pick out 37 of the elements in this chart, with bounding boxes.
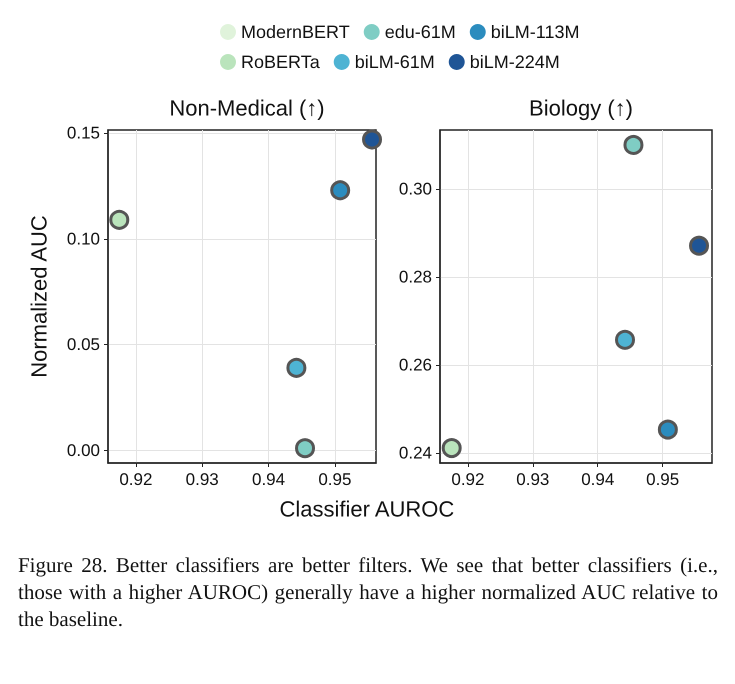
point xyxy=(689,236,710,256)
point xyxy=(362,130,382,150)
y-tick-label: 0.24 xyxy=(398,443,432,462)
caption: Figure 28. Better classifiers are better filters. We see that better classifiers (i.e., those with a higher AUROC) generally have a higher normalized AUC relative to the baseline. xyxy=(18,552,718,633)
point xyxy=(442,438,462,458)
x-tick-label: 0.95 xyxy=(646,470,680,489)
point xyxy=(615,330,636,350)
point xyxy=(286,358,306,378)
legend-label: biLM-61M xyxy=(354,52,435,72)
x-tick-label: 0.93 xyxy=(186,470,219,489)
y-tick-label: 0.00 xyxy=(66,440,100,460)
y-tick-label: 0.15 xyxy=(66,124,100,143)
x-tick-label: 0.93 xyxy=(516,470,550,489)
legend-label: RoBERTa xyxy=(241,52,321,72)
x-tick-label: 0.92 xyxy=(451,470,484,489)
point xyxy=(330,180,350,200)
x-tick-label: 0.94 xyxy=(581,470,614,489)
chart-title: Non-Medical (↑) xyxy=(169,96,325,120)
y-tick-label: 0.30 xyxy=(398,179,432,198)
point xyxy=(295,438,316,458)
y-tick-label: 0.28 xyxy=(398,267,432,286)
y-tick-label: 0.10 xyxy=(66,229,100,248)
x-tick-label: 0.94 xyxy=(252,470,286,489)
y-tick-label: 0.05 xyxy=(66,335,100,354)
legend-label: ModernBERT xyxy=(241,22,350,42)
x-tick-label: 0.95 xyxy=(318,470,352,489)
point xyxy=(623,134,644,155)
legend-label: edu-61M xyxy=(384,22,456,42)
point xyxy=(658,420,678,440)
y-tick-label: 0.26 xyxy=(398,355,432,374)
x-tick-label: 0.92 xyxy=(119,470,152,489)
legend-label: biLM-113M xyxy=(490,22,580,42)
chart-title: Biology (↑) xyxy=(529,96,633,120)
y-axis-title: Normalized AUC xyxy=(26,215,52,378)
x-axis-title: Classifier AUROC xyxy=(279,496,454,522)
point xyxy=(109,210,130,230)
legend-label: biLM-224M xyxy=(470,52,560,72)
